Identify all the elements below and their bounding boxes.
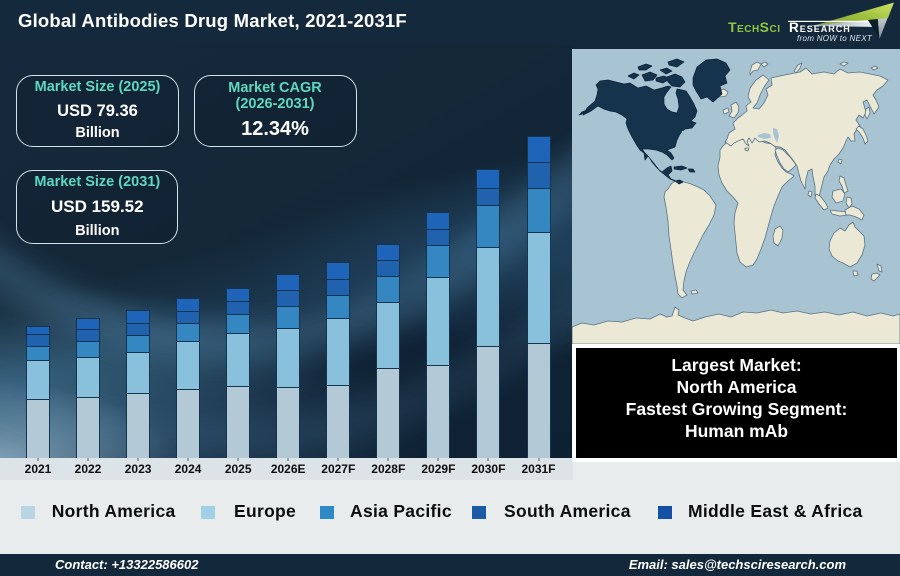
svg-text:TechSci: TechSci (728, 19, 781, 35)
svg-text:from NOW to NEXT: from NOW to NEXT (797, 34, 873, 43)
svg-text:Research: Research (789, 20, 851, 35)
